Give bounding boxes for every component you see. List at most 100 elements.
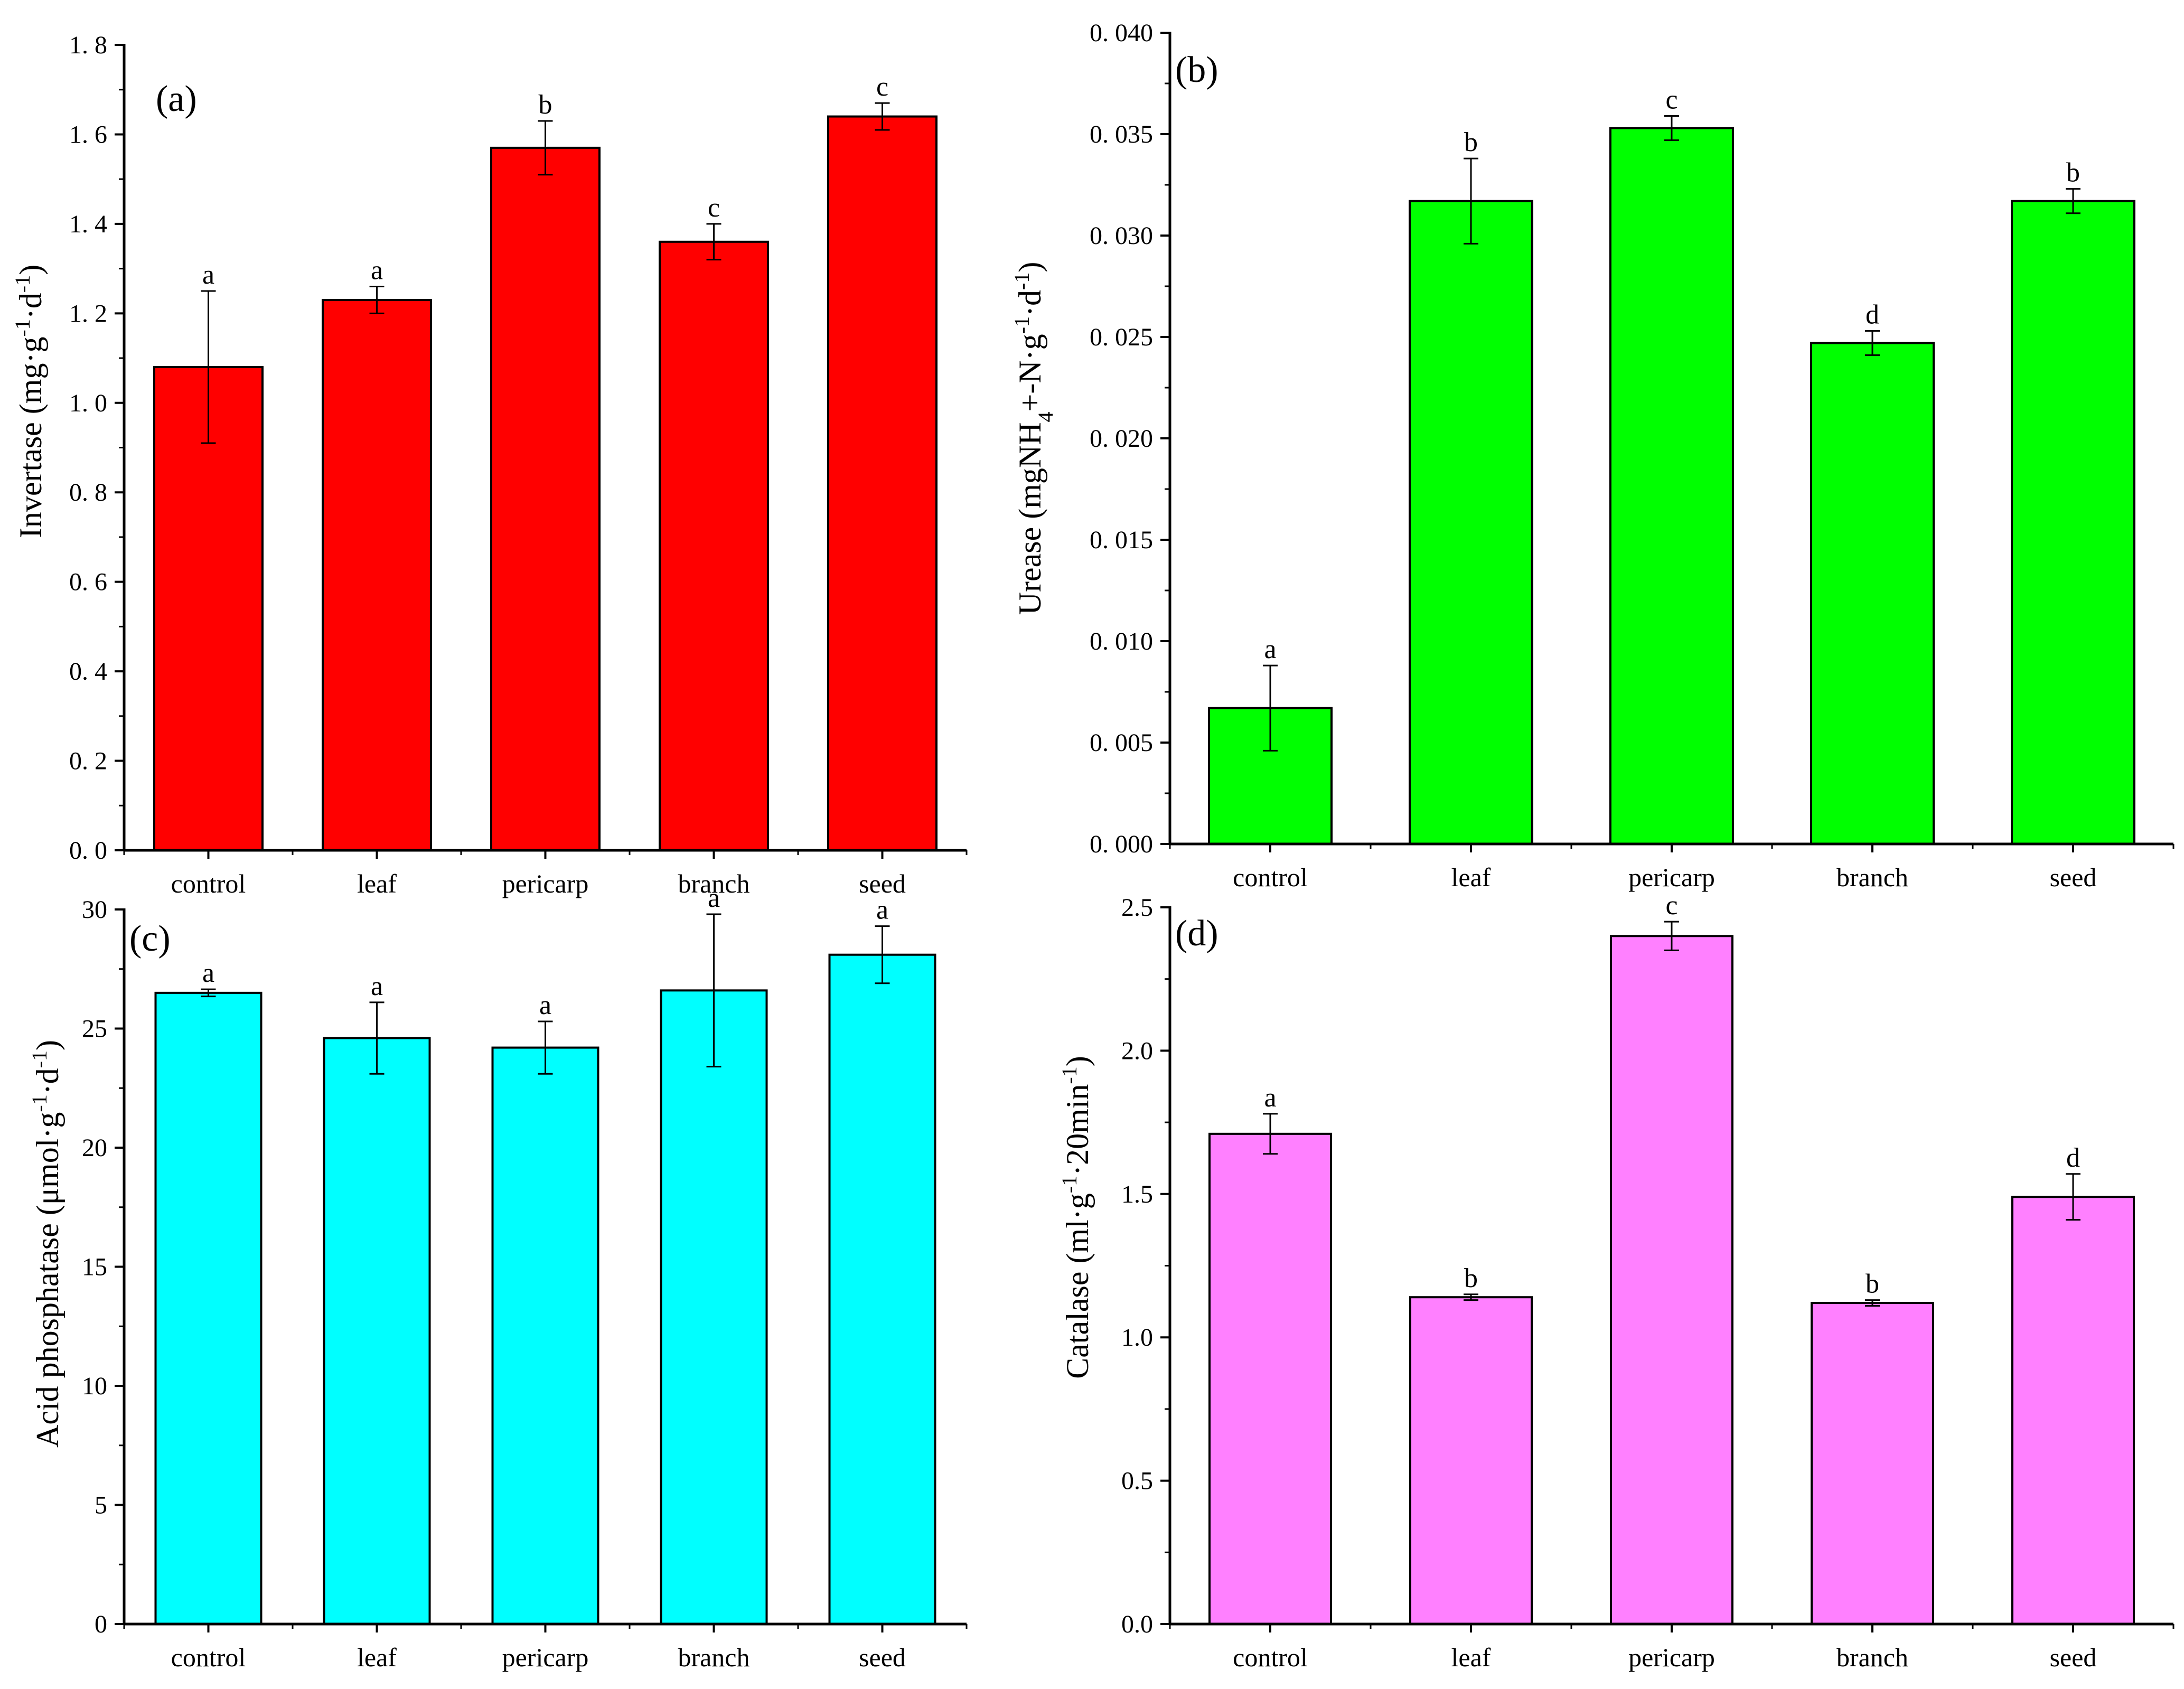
panel-b-y-tick-labels: 0. 000 0. 005 0. 010 0. 015 0. 020 0. 025 0. 0… — [1090, 19, 1153, 858]
panel-c-x-tick-labels: control leaf pericarp branch seed — [171, 1643, 906, 1672]
x-tick-label-branch: branch — [678, 1643, 749, 1672]
error-bar-branch — [1865, 1299, 1880, 1307]
error-bar-seed — [2066, 1173, 2080, 1221]
panel-d-bars — [1208, 935, 2135, 1625]
x-tick-label-leaf: leaf — [357, 869, 397, 898]
y-tick-label: 1.0 — [1121, 1324, 1153, 1352]
error-bar-seed — [2066, 188, 2080, 214]
y-tick-label: 0. 040 — [1090, 19, 1153, 47]
panel-c-acid-phosphatase: a a a a a 0 5 10 15 20 25 30 control leaf pericarp br… — [27, 883, 968, 1672]
bar-leaf — [323, 1037, 431, 1625]
panel-a-bars — [153, 115, 938, 852]
panel-a-label: (a) — [156, 79, 197, 119]
bar-leaf — [322, 298, 432, 852]
error-bar-pericarp — [538, 1020, 553, 1075]
panel-c-label: (c) — [129, 918, 171, 959]
panel-d-axes — [1160, 906, 2174, 1632]
significance-letter-pericarp: a — [539, 990, 551, 1020]
y-tick-label: 0 — [95, 1610, 107, 1638]
panel-b-significance-letters: a b c d b — [1264, 85, 2080, 664]
x-tick-label-branch: branch — [678, 869, 749, 898]
significance-letter-branch: a — [708, 883, 720, 913]
x-tick-label-seed: seed — [859, 1643, 906, 1672]
significance-letter-seed: b — [2066, 158, 2080, 188]
error-bar-leaf — [1464, 157, 1478, 245]
bar-control — [1208, 1132, 1332, 1625]
y-tick-label: 1. 2 — [69, 299, 107, 327]
x-tick-label-leaf: leaf — [357, 1643, 397, 1672]
bar-branch — [1811, 1302, 1934, 1625]
panel-c-error-bars — [201, 913, 890, 1075]
panel-a-y-tick-labels: 0. 0 0. 2 0. 4 0. 6 0. 8 1. 0 1. 2 1. 4 1. 6 1. 8 — [69, 31, 107, 865]
panel-b-axes — [1160, 32, 2174, 852]
panel-c-significance-letters: a a a a a — [202, 883, 888, 1020]
panel-c-y-tick-labels: 0 5 10 15 20 25 30 — [82, 896, 107, 1638]
panel-a-error-bars — [201, 102, 890, 444]
error-bar-pericarp — [1664, 921, 1679, 951]
significance-letter-pericarp: c — [1665, 85, 1677, 115]
panel-c-bars — [154, 953, 936, 1625]
y-tick-label: 0. 005 — [1090, 729, 1153, 757]
significance-letter-seed: a — [876, 895, 888, 925]
panel-c-y-axis-label: Acid phosphatase (μmol·g-1·d-1) — [27, 1040, 65, 1448]
error-bar-branch — [1865, 330, 1880, 356]
y-tick-label: 0. 025 — [1090, 323, 1153, 351]
significance-letter-control: a — [202, 958, 214, 988]
y-tick-label: 20 — [82, 1134, 107, 1162]
y-tick-label: 0. 000 — [1090, 830, 1153, 858]
y-tick-label: 5 — [95, 1491, 107, 1519]
bar-control — [154, 991, 263, 1625]
x-tick-label-pericarp: pericarp — [502, 869, 589, 898]
error-bar-pericarp — [1664, 115, 1679, 142]
bar-leaf — [1409, 1296, 1533, 1625]
y-tick-label: 0. 8 — [69, 478, 107, 506]
panel-d-y-axis-label: Catalase (ml·g-1·20min-1) — [1057, 1056, 1095, 1379]
x-tick-label-control: control — [1233, 1643, 1308, 1672]
panel-a-y-axis-label: Invertase (mg·g-1·d-1) — [11, 265, 49, 538]
error-bar-leaf — [369, 1001, 385, 1075]
y-tick-label: 15 — [82, 1253, 107, 1281]
y-tick-label: 0. 0 — [69, 837, 107, 865]
x-tick-label-leaf: leaf — [1451, 862, 1491, 892]
panel-b-x-tick-labels: control leaf pericarp branch seed — [1233, 862, 2096, 892]
y-tick-label: 2.5 — [1121, 894, 1153, 922]
bar-branch — [660, 989, 768, 1625]
y-tick-label: 1. 6 — [69, 120, 107, 148]
y-tick-label: 0. 030 — [1090, 222, 1153, 250]
bar-seed — [827, 115, 938, 852]
error-bar-control — [1263, 1113, 1278, 1155]
x-tick-label-pericarp: pericarp — [502, 1643, 589, 1672]
y-tick-label: 0.0 — [1121, 1610, 1153, 1638]
y-tick-label: 0. 015 — [1090, 526, 1153, 554]
panel-a-significance-letters: a a b c c — [202, 72, 888, 290]
y-tick-label: 0. 035 — [1090, 120, 1153, 148]
x-tick-label-pericarp: pericarp — [1628, 1643, 1715, 1672]
panel-a-axes — [115, 44, 968, 859]
significance-letter-seed: d — [2066, 1143, 2080, 1173]
y-tick-label: 2.0 — [1121, 1037, 1153, 1065]
x-tick-label-pericarp: pericarp — [1628, 862, 1715, 892]
x-tick-label-control: control — [1233, 862, 1308, 892]
panel-d-y-tick-labels: 0.0 0.5 1.0 1.5 2.0 2.5 — [1121, 894, 1153, 1638]
y-tick-label: 10 — [82, 1372, 107, 1400]
panel-d-catalase: a b c b d 0.0 0.5 1.0 1.5 2.0 2.5 control leaf peri… — [1057, 890, 2174, 1672]
significance-letter-pericarp: b — [539, 90, 552, 120]
error-bar-branch — [706, 913, 721, 1068]
x-tick-label-seed: seed — [2050, 862, 2097, 892]
panel-b-error-bars — [1263, 115, 2080, 752]
panel-b-y-axis-label: Urease (mgNH4+-N·g-1·d-1) — [1010, 262, 1057, 615]
error-bar-branch — [706, 223, 721, 261]
significance-letter-branch: d — [1866, 299, 1879, 330]
x-tick-label-branch: branch — [1836, 862, 1908, 892]
bar-leaf — [1409, 200, 1533, 846]
significance-letter-pericarp: c — [1665, 890, 1677, 921]
bar-branch — [659, 240, 769, 851]
bar-control — [153, 366, 264, 851]
error-bar-leaf — [369, 286, 385, 314]
x-tick-label-control: control — [171, 869, 246, 898]
bar-seed — [828, 953, 936, 1625]
bar-branch — [1810, 342, 1935, 845]
y-tick-label: 1. 0 — [69, 389, 107, 417]
